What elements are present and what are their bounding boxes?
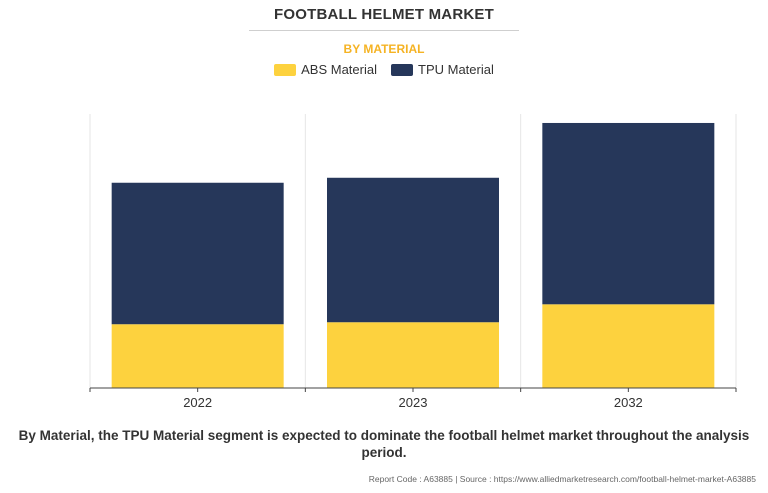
chart-subtitle: BY MATERIAL <box>343 42 425 56</box>
x-tick-label-2022: 2022 <box>183 395 212 410</box>
stacked-bar-chart: 2022 2023 2032 <box>89 114 737 410</box>
chart-title: FOOTBALL HELMET MARKET <box>274 6 494 23</box>
title-divider <box>249 30 519 31</box>
legend-entry-tpu[interactable]: TPU Material <box>391 62 494 77</box>
legend-label-abs: ABS Material <box>301 62 377 77</box>
bar-2023-tpu-material[interactable] <box>327 177 499 323</box>
bar-2023-abs-material[interactable] <box>327 322 499 388</box>
source-note: Report Code : A63885 | Source : https://… <box>368 474 756 484</box>
x-tick-label-2032: 2032 <box>614 395 643 410</box>
legend-label-tpu: TPU Material <box>418 62 494 77</box>
chart-legend: ABS Material TPU Material <box>0 62 768 77</box>
bar-2022-abs-material[interactable] <box>111 324 284 388</box>
bar-2032-tpu-material[interactable] <box>542 122 715 305</box>
x-tick-label-2023: 2023 <box>399 395 428 410</box>
bar-2022-tpu-material[interactable] <box>111 182 284 325</box>
legend-swatch-abs <box>274 63 297 76</box>
legend-entry-abs[interactable]: ABS Material <box>274 62 377 77</box>
bar-2032-abs-material[interactable] <box>542 304 715 388</box>
legend-swatch-tpu <box>391 63 413 76</box>
chart-caption: By Material, the TPU Material segment is… <box>18 428 750 460</box>
